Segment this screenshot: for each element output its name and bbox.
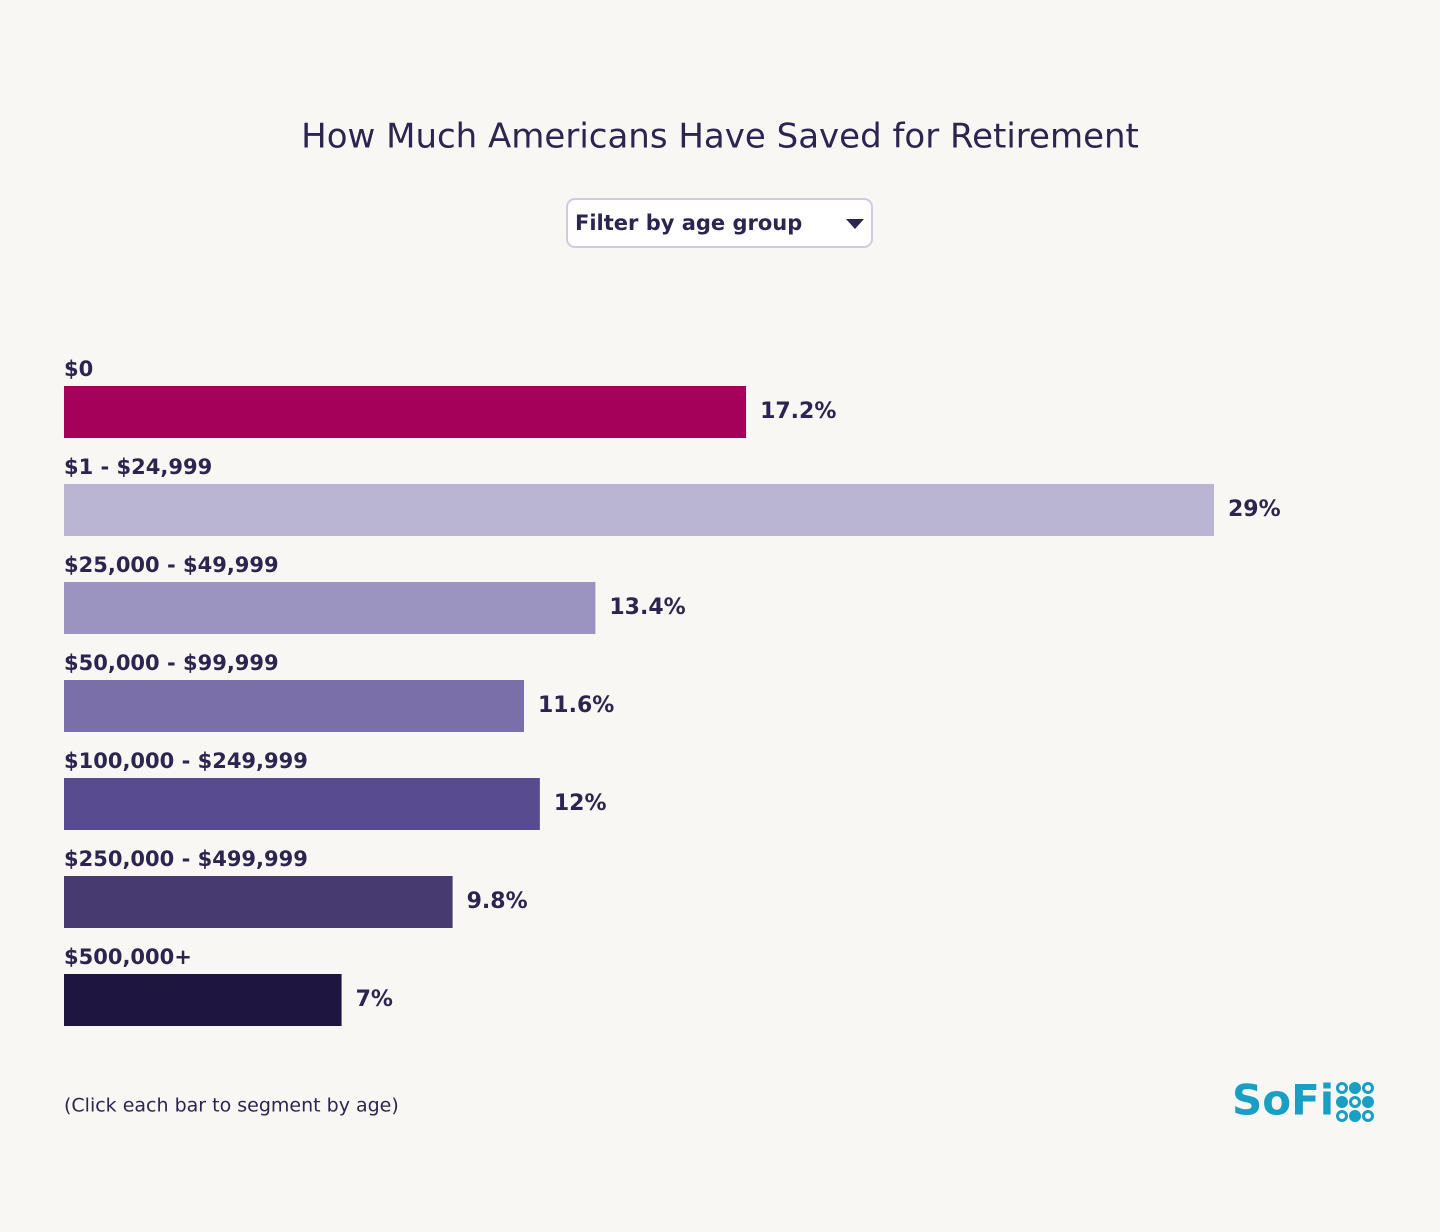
dropdown-arrow[interactable]	[846, 219, 864, 229]
logo: SoFi	[1232, 1076, 1334, 1125]
category-label: $500,000+	[64, 945, 192, 969]
bar[interactable]	[64, 974, 342, 1026]
category-label: $50,000 - $99,999	[64, 651, 279, 675]
chart-title: How Much Americans Have Saved for Retire…	[301, 117, 1139, 157]
bar[interactable]	[64, 386, 747, 438]
category-label: $250,000 - $499,999	[64, 847, 308, 871]
category-label: $25,000 - $49,999	[64, 553, 279, 577]
value-label: 7%	[356, 987, 393, 1012]
value-label: 17.2%	[760, 399, 836, 424]
logo-icon	[1336, 1082, 1374, 1122]
value-label: 12%	[554, 791, 607, 816]
category-label: $0	[64, 357, 93, 381]
bar[interactable]	[64, 778, 540, 830]
bar[interactable]	[64, 876, 453, 928]
bars: $0 17.2% $1 - $24,999 29% $25,000 - $49,999 1…	[64, 357, 1281, 1026]
filter-dropdown[interactable]: Filter by age group	[566, 198, 873, 248]
category-label: $1 - $24,999	[64, 455, 212, 479]
bar[interactable]	[64, 582, 596, 634]
category-label: $100,000 - $249,999	[64, 749, 308, 773]
bar[interactable]	[64, 680, 524, 732]
bar[interactable]	[64, 484, 1214, 536]
dropdown-box[interactable]	[566, 198, 873, 248]
value-label: 9.8%	[467, 889, 528, 914]
note: (Click each bar to segment by age)	[64, 1095, 399, 1117]
value-label: 29%	[1228, 497, 1281, 522]
dropdown-label[interactable]: Filter by age group	[575, 211, 802, 235]
value-label: 11.6%	[538, 693, 614, 718]
value-label: 13.4%	[609, 595, 685, 620]
